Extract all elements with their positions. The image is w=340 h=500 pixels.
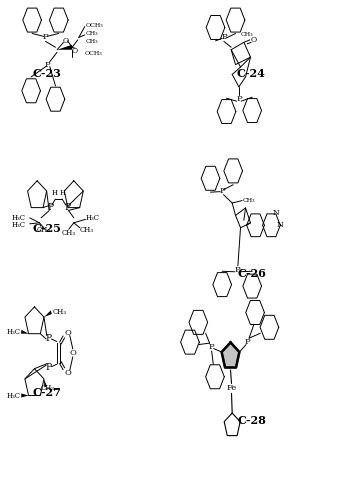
Text: H₃C: H₃C xyxy=(85,214,100,222)
Text: O: O xyxy=(64,329,71,337)
Text: CH₃: CH₃ xyxy=(37,226,51,234)
Text: CH₃: CH₃ xyxy=(85,39,98,44)
Text: P: P xyxy=(209,343,215,351)
Text: CH₃: CH₃ xyxy=(80,226,94,234)
Text: OCH₃: OCH₃ xyxy=(84,50,102,56)
Text: P: P xyxy=(219,186,225,194)
Text: H₃C: H₃C xyxy=(6,328,20,336)
Text: P: P xyxy=(45,60,51,68)
Text: O: O xyxy=(70,349,77,357)
Text: C-23: C-23 xyxy=(33,68,62,79)
Text: C-28: C-28 xyxy=(238,415,267,426)
Text: Fe: Fe xyxy=(226,384,237,392)
Text: CH₃: CH₃ xyxy=(85,31,98,36)
Polygon shape xyxy=(222,342,239,367)
Text: OCH₃: OCH₃ xyxy=(85,22,103,28)
Text: H₃C: H₃C xyxy=(12,222,26,230)
Text: H₃C: H₃C xyxy=(6,392,20,400)
Text: C-26: C-26 xyxy=(238,268,267,278)
Text: C-25: C-25 xyxy=(33,223,62,234)
Text: P: P xyxy=(236,95,242,103)
Text: P: P xyxy=(64,204,70,212)
Text: CH₃: CH₃ xyxy=(52,308,66,316)
Text: N: N xyxy=(277,222,284,230)
Text: CH₃: CH₃ xyxy=(61,228,75,236)
Text: CH₃: CH₃ xyxy=(40,384,54,392)
Text: P: P xyxy=(234,266,240,274)
Text: O: O xyxy=(71,46,78,54)
Polygon shape xyxy=(21,394,29,398)
Text: O: O xyxy=(251,36,257,44)
Polygon shape xyxy=(44,310,52,317)
Polygon shape xyxy=(21,330,29,334)
Text: H: H xyxy=(60,189,66,197)
Polygon shape xyxy=(57,45,72,50)
Text: H: H xyxy=(52,189,58,197)
Text: P: P xyxy=(221,34,227,42)
Text: P: P xyxy=(46,363,52,372)
Text: CH₃: CH₃ xyxy=(240,32,253,38)
Text: N: N xyxy=(272,209,279,217)
Text: O: O xyxy=(63,37,69,45)
Polygon shape xyxy=(44,379,47,388)
Text: P: P xyxy=(47,204,53,212)
Text: O: O xyxy=(64,368,71,376)
Text: P: P xyxy=(245,338,251,346)
Text: C-27: C-27 xyxy=(33,387,62,398)
Text: P: P xyxy=(42,34,48,42)
Text: P: P xyxy=(46,334,52,342)
Text: CH₃: CH₃ xyxy=(243,198,255,203)
Text: H₃C: H₃C xyxy=(12,214,26,222)
Text: C-24: C-24 xyxy=(236,68,265,79)
